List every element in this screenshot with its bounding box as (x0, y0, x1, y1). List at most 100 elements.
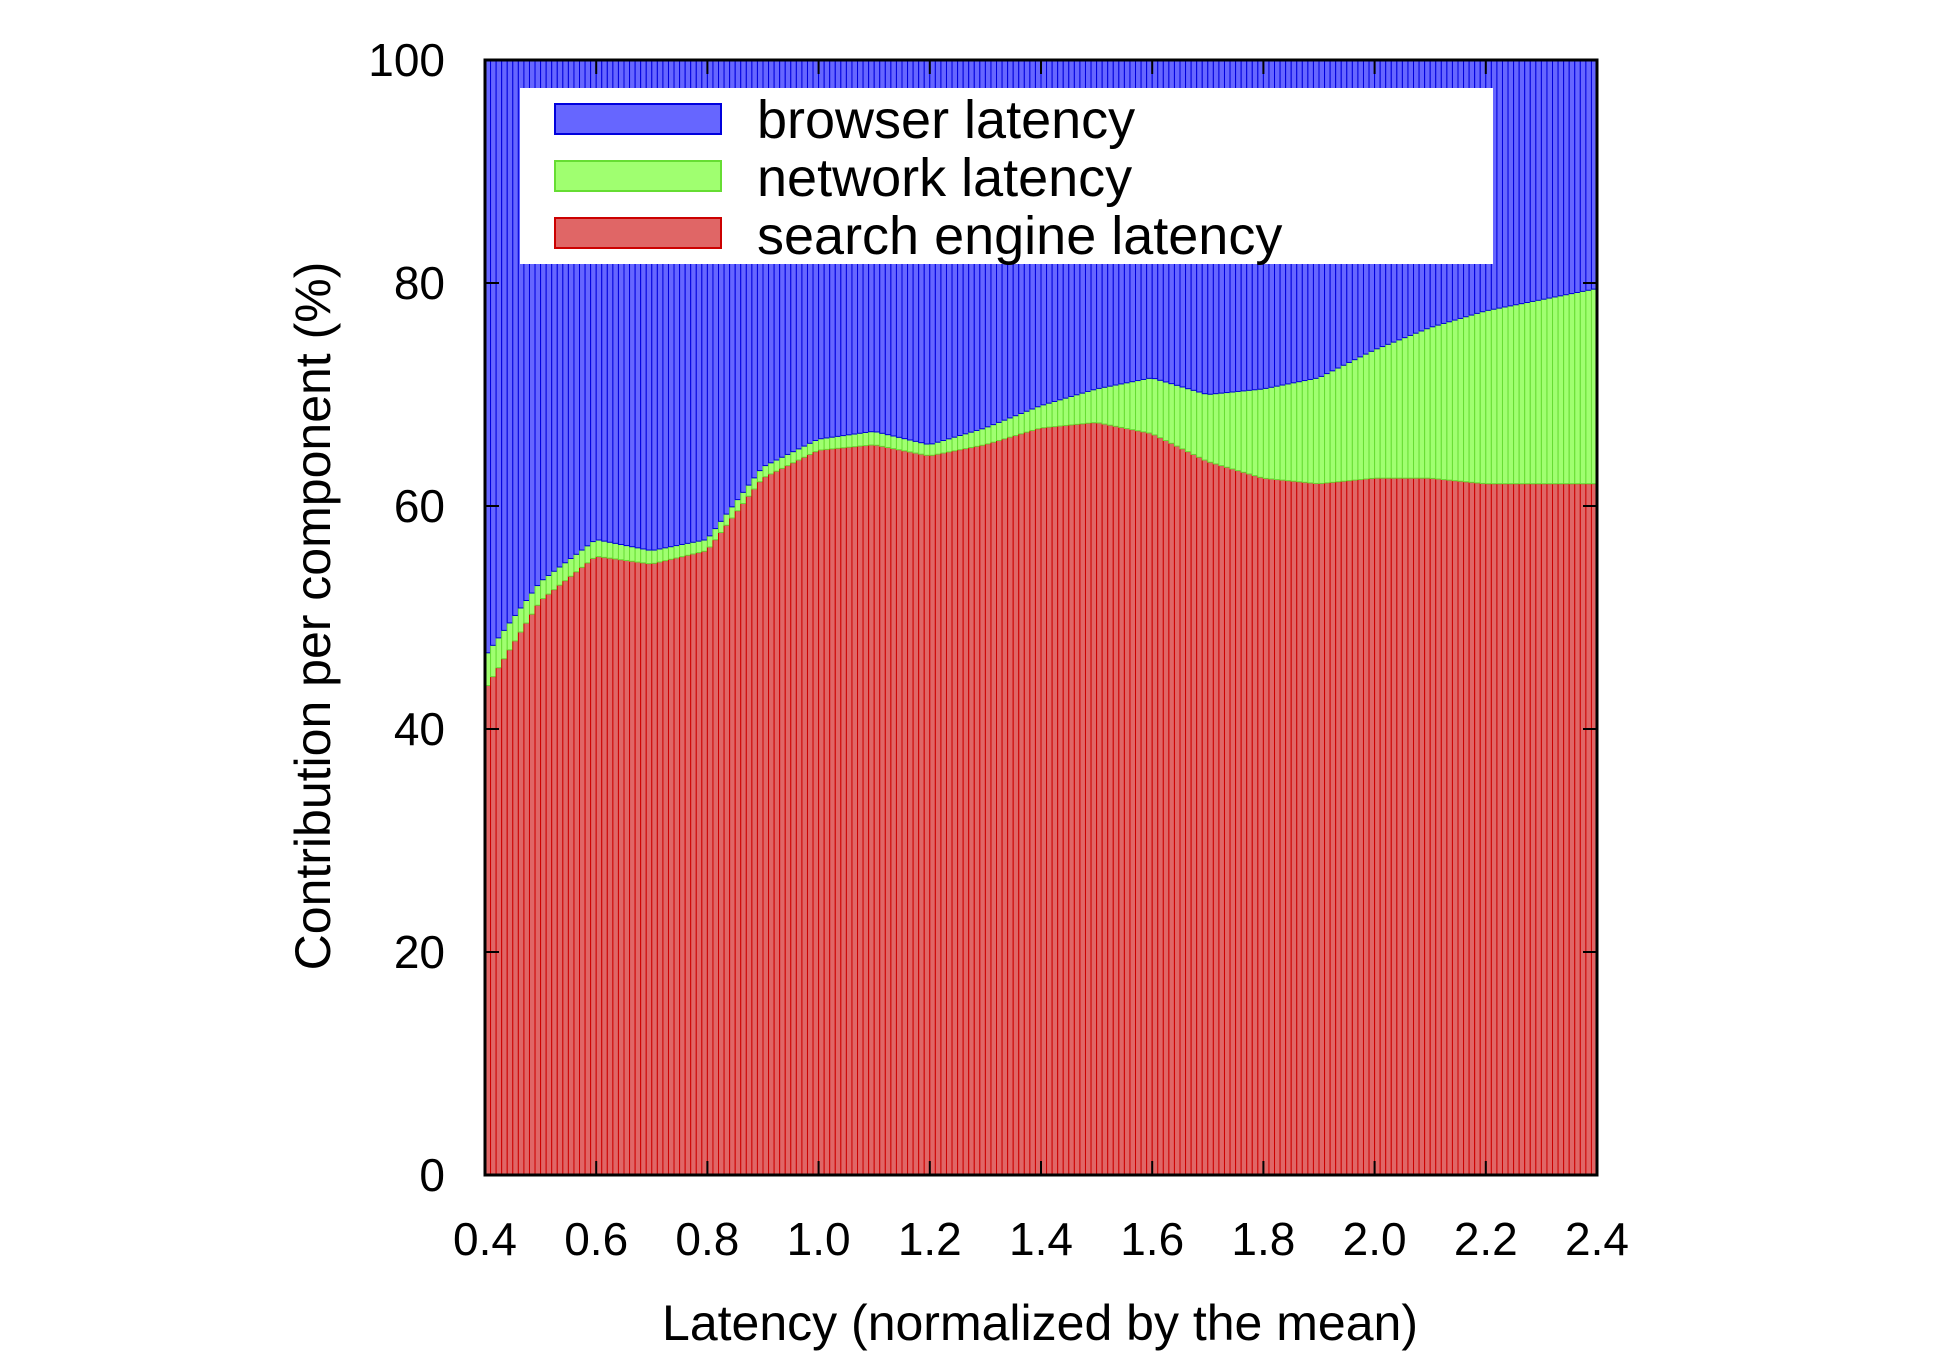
bar-search-engine-latency-131 (1212, 463, 1220, 1176)
bar-browser-latency-185 (1513, 59, 1520, 306)
bar-search-engine-latency-40 (706, 546, 714, 1176)
bar-network-latency-24 (617, 543, 625, 561)
bar-search-engine-latency-141 (1268, 478, 1276, 1176)
x-tick-label-4: 1.2 (898, 1213, 962, 1265)
bar-network-latency-115 (1123, 382, 1131, 430)
bar-search-engine-latency-66 (851, 446, 859, 1176)
bar-network-latency-121 (1157, 379, 1164, 439)
bar-search-engine-latency-1 (490, 676, 497, 1176)
bar-search-engine-latency-170 (1429, 477, 1437, 1176)
bar-search-engine-latency-114 (1118, 426, 1125, 1176)
bar-search-engine-latency-58 (806, 453, 814, 1176)
bar-search-engine-latency-5 (512, 640, 519, 1176)
bar-network-latency-130 (1207, 393, 1214, 463)
bar-search-engine-latency-132 (1218, 465, 1225, 1176)
bar-search-engine-latency-26 (629, 560, 636, 1176)
bar-search-engine-latency-60 (818, 449, 825, 1176)
bar-network-latency-1 (490, 644, 497, 678)
bar-network-latency-119 (1146, 377, 1153, 434)
bar-network-latency-163 (1390, 341, 1398, 479)
bar-search-engine-latency-78 (918, 453, 925, 1176)
bar-network-latency-47 (745, 484, 753, 497)
bar-network-latency-198 (1585, 289, 1592, 485)
bar-search-engine-latency-190 (1540, 483, 1548, 1176)
bar-search-engine-latency-197 (1579, 483, 1587, 1176)
bar-network-latency-29 (645, 549, 653, 565)
bar-network-latency-14 (562, 562, 569, 582)
bar-search-engine-latency-31 (656, 561, 664, 1176)
bar-search-engine-latency-6 (517, 631, 525, 1176)
bar-network-latency-151 (1324, 373, 1331, 484)
bar-search-engine-latency-64 (840, 447, 847, 1176)
bar-search-engine-latency-146 (1296, 481, 1303, 1176)
bar-network-latency-60 (818, 438, 825, 451)
bar-search-engine-latency-138 (1251, 475, 1259, 1176)
bar-network-latency-135 (1235, 390, 1242, 472)
bar-search-engine-latency-192 (1552, 483, 1559, 1176)
bar-network-latency-142 (1274, 385, 1281, 481)
bar-network-latency-91 (990, 424, 998, 443)
bar-network-latency-11 (545, 574, 553, 595)
bar-network-latency-22 (606, 541, 614, 559)
bar-search-engine-latency-43 (723, 524, 731, 1176)
bar-search-engine-latency-19 (590, 557, 597, 1176)
bar-network-latency-154 (1340, 364, 1348, 482)
legend-swatch-network (554, 160, 722, 192)
bar-search-engine-latency-70 (873, 444, 881, 1176)
bar-network-latency-90 (984, 426, 992, 445)
bar-search-engine-latency-23 (612, 558, 619, 1176)
bar-search-engine-latency-193 (1557, 483, 1565, 1176)
bar-search-engine-latency-95 (1012, 434, 1020, 1176)
bar-network-latency-167 (1413, 332, 1420, 479)
bar-search-engine-latency-152 (1329, 481, 1337, 1176)
bar-search-engine-latency-183 (1501, 483, 1509, 1176)
bar-network-latency-156 (1351, 359, 1359, 481)
bar-search-engine-latency-2 (495, 667, 503, 1176)
bar-network-latency-126 (1185, 388, 1192, 453)
bar-network-latency-195 (1568, 293, 1576, 485)
bar-search-engine-latency-118 (1140, 431, 1148, 1176)
bar-network-latency-40 (706, 535, 714, 548)
bar-search-engine-latency-84 (951, 450, 959, 1176)
x-tick-label-5: 1.4 (1009, 1213, 1073, 1265)
bar-search-engine-latency-116 (1129, 429, 1137, 1176)
bar-search-engine-latency-198 (1585, 483, 1592, 1176)
bar-network-latency-19 (590, 541, 597, 559)
bar-network-latency-50 (762, 465, 770, 478)
bar-search-engine-latency-8 (528, 613, 536, 1176)
bar-network-latency-169 (1424, 328, 1431, 479)
bar-network-latency-183 (1501, 306, 1509, 485)
bar-browser-latency-184 (1507, 59, 1515, 307)
bar-search-engine-latency-59 (812, 451, 820, 1176)
x-tick-label-0: 0.4 (453, 1213, 517, 1265)
bar-search-engine-latency-68 (862, 445, 870, 1176)
bar-network-latency-69 (868, 431, 875, 446)
bar-network-latency-161 (1379, 346, 1387, 479)
bar-network-latency-100 (1040, 404, 1048, 429)
bar-search-engine-latency-32 (662, 560, 669, 1176)
bar-network-latency-111 (1101, 386, 1109, 425)
bar-search-engine-latency-39 (701, 550, 708, 1176)
bar-search-engine-latency-72 (884, 446, 892, 1176)
bar-search-engine-latency-143 (1279, 479, 1287, 1176)
bar-network-latency-173 (1446, 321, 1453, 481)
bar-search-engine-latency-133 (1223, 466, 1231, 1176)
bar-network-latency-141 (1268, 386, 1276, 480)
legend-label-network: network latency (757, 148, 1132, 208)
bar-search-engine-latency-172 (1440, 479, 1448, 1176)
bar-network-latency-2 (495, 637, 503, 669)
bar-search-engine-latency-159 (1368, 477, 1376, 1176)
bar-search-engine-latency-56 (795, 459, 803, 1176)
bar-network-latency-128 (1196, 391, 1203, 458)
bar-network-latency-97 (1023, 410, 1031, 433)
bar-search-engine-latency-69 (868, 444, 875, 1176)
bar-browser-latency-195 (1568, 59, 1576, 295)
bar-network-latency-3 (501, 629, 508, 660)
bar-network-latency-32 (662, 547, 669, 562)
bar-network-latency-62 (829, 436, 836, 450)
bar-network-latency-68 (862, 431, 870, 447)
bar-network-latency-177 (1468, 314, 1476, 483)
bar-network-latency-160 (1374, 348, 1381, 479)
bar-search-engine-latency-111 (1101, 423, 1109, 1176)
bar-search-engine-latency-134 (1229, 468, 1237, 1176)
